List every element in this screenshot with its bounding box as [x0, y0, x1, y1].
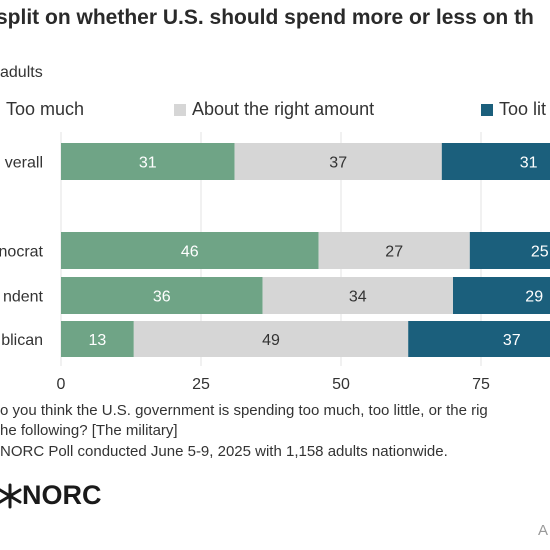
bar-1-0: [61, 232, 319, 269]
legend-swatch-too-little: [481, 103, 493, 116]
question-note-line-2: he following? [The military]: [0, 422, 178, 439]
bar-label-0-0: 31: [139, 155, 157, 172]
bar-1-1: [318, 232, 470, 269]
chart-title: split on whether U.S. should spend more …: [0, 6, 534, 29]
bar-label-2-0: 36: [153, 289, 171, 306]
bar-label-0-1: 37: [329, 155, 347, 172]
stacked-bar-chart: 31 37 31 verall 46 27 25 nocrat 36 34 29 ndent 13 49 3…: [0, 132, 550, 393]
bar-label-1-2: 25: [531, 244, 549, 261]
norc-logo-text: NORC: [22, 480, 102, 510]
bar-0-0: [61, 143, 235, 180]
bar-2-0: [61, 277, 263, 314]
source-note: NORC Poll conducted June 5-9, 2025 with …: [0, 443, 448, 460]
legend-item-too-little: Too lit: [481, 99, 546, 120]
category-label-0: verall: [5, 155, 43, 172]
chart-subtitle: adults: [0, 64, 43, 81]
x-tick-label-2: 50: [332, 376, 350, 393]
credit-text: A: [537, 522, 548, 539]
bar-0-2: [441, 143, 550, 180]
bar-0-1: [234, 143, 442, 180]
bar-3-2: [408, 321, 550, 357]
norc-logo: NORC: [0, 480, 102, 511]
category-label-2: ndent: [3, 289, 44, 306]
bar-3-0: [61, 321, 134, 357]
bar-label-2-2: 29: [525, 289, 543, 306]
category-label-3: blican: [1, 332, 43, 349]
bar-2-1: [262, 277, 453, 314]
norc-star-icon: [0, 483, 22, 508]
bar-label-3-1: 49: [262, 332, 280, 349]
x-tick-label-3: 75: [472, 376, 490, 393]
x-tick-label-0: 0: [57, 376, 66, 393]
legend-label-about-right: About the right amount: [192, 99, 375, 119]
bar-label-2-1: 34: [349, 289, 367, 306]
legend-label-too-little: Too lit: [499, 99, 547, 119]
bar-label-1-1: 27: [385, 244, 403, 261]
bar-2-2: [453, 277, 550, 314]
bar-label-3-2: 37: [503, 332, 521, 349]
question-note-line-1: o you think the U.S. government is spend…: [0, 402, 488, 419]
legend-item-about-right: About the right amount: [174, 99, 374, 120]
bar-label-0-2: 31: [520, 155, 538, 172]
bar-3-1: [133, 321, 409, 357]
legend-label-too-much: Too much: [6, 99, 85, 119]
x-tick-label-1: 25: [192, 376, 210, 393]
category-label-1: nocrat: [0, 244, 44, 261]
legend-swatch-about-right: [174, 103, 186, 116]
bar-1-2: [469, 232, 550, 269]
bar-label-1-0: 46: [181, 244, 199, 261]
legend-item-too-much: Too much: [0, 99, 84, 120]
bar-label-3-0: 13: [89, 332, 107, 349]
